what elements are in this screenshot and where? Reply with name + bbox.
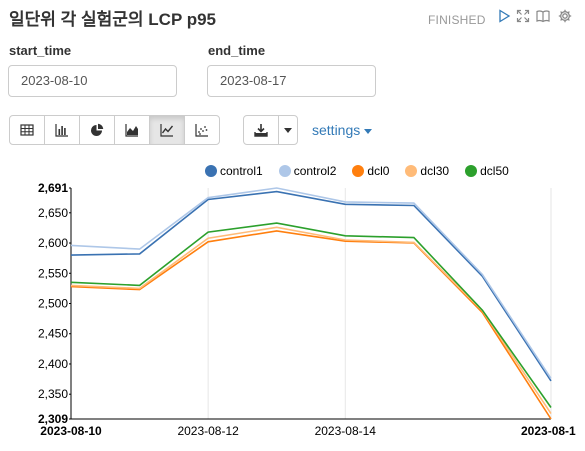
pie-chart-icon (91, 123, 104, 136)
settings-dropdown[interactable]: settings (312, 122, 373, 138)
series-line-control1 (70, 190, 552, 382)
start-time-input[interactable]: 2023-08-10 (8, 65, 177, 97)
x-tick-label: 2023-08-12 (177, 424, 239, 438)
series-line-dcl0 (70, 230, 552, 420)
legend-label: control2 (293, 164, 337, 178)
page-title: 일단위 각 실험군의 LCP p95 (9, 10, 216, 29)
caret-down-icon (364, 128, 373, 134)
legend-swatch (405, 165, 418, 177)
bar-chart-icon (55, 124, 68, 137)
y-tick-label: 2,691 (38, 181, 68, 195)
legend-swatch (465, 165, 478, 177)
legend-swatch (352, 165, 365, 177)
download-dropdown-toggle[interactable] (278, 115, 298, 145)
legend-item-control2[interactable]: control2 (278, 164, 337, 178)
line-chart-icon (160, 124, 174, 137)
area-chart-view-button[interactable] (114, 115, 150, 145)
status-text: FINISHED (428, 13, 486, 27)
legend-swatch (205, 165, 217, 177)
series-line-dcl30 (70, 226, 552, 415)
bar-chart-view-button[interactable] (44, 115, 80, 145)
series-line-dcl50 (70, 222, 552, 408)
x-tick-label: 2023-08-10 (40, 424, 102, 438)
gear-icon[interactable] (558, 9, 572, 23)
line-chart: 2,691 2,650 2,600 2,550 2,500 2,450 2,400 2,350… (38, 181, 576, 438)
legend-item-dcl0[interactable]: dcl0 (352, 164, 389, 178)
download-icon (254, 124, 268, 137)
legend-item-dcl30[interactable]: dcl30 (405, 164, 449, 178)
chart-legend: control1 control2 dcl0 dcl30 dcl50 (205, 164, 525, 178)
download-button-group (243, 115, 298, 145)
settings-label: settings (312, 122, 361, 138)
scatter-chart-icon (195, 124, 208, 137)
start-time-label: start_time (9, 43, 72, 58)
end-time-label: end_time (208, 43, 266, 58)
caret-down-icon (284, 127, 292, 133)
line-chart-view-button[interactable] (149, 115, 185, 145)
scatter-chart-view-button[interactable] (184, 115, 220, 145)
table-view-button[interactable] (9, 115, 45, 145)
legend-item-control1[interactable]: control1 (205, 164, 263, 178)
x-tick-label: 2023-08-1 (521, 424, 576, 438)
visualization-button-group (9, 115, 220, 145)
legend-item-dcl50[interactable]: dcl50 (465, 164, 509, 178)
area-chart-icon (125, 124, 138, 137)
book-icon[interactable] (536, 9, 550, 23)
pie-chart-view-button[interactable] (79, 115, 115, 145)
end-time-input[interactable]: 2023-08-17 (207, 65, 376, 97)
series-line-control2 (70, 187, 552, 379)
table-icon (20, 124, 34, 136)
expand-icon[interactable] (516, 9, 530, 23)
download-button[interactable] (243, 115, 279, 145)
legend-label: dcl50 (480, 164, 509, 178)
x-tick-label: 2023-08-14 (315, 424, 377, 438)
y-tick-label: 2,400 (38, 357, 68, 371)
y-tick-label: 2,550 (38, 266, 68, 280)
y-tick-label: 2,350 (38, 387, 68, 401)
legend-label: dcl30 (420, 164, 450, 178)
y-tick-label: 2,450 (38, 327, 68, 341)
legend-label: control1 (220, 164, 263, 178)
legend-swatch (278, 165, 291, 177)
y-tick-label: 2,600 (38, 236, 68, 250)
legend-label: dcl0 (367, 164, 390, 178)
y-tick-label: 2,500 (38, 297, 68, 311)
play-icon[interactable] (497, 9, 511, 23)
y-tick-label: 2,650 (38, 206, 68, 220)
y-tick-label: 2,309 (38, 412, 68, 426)
